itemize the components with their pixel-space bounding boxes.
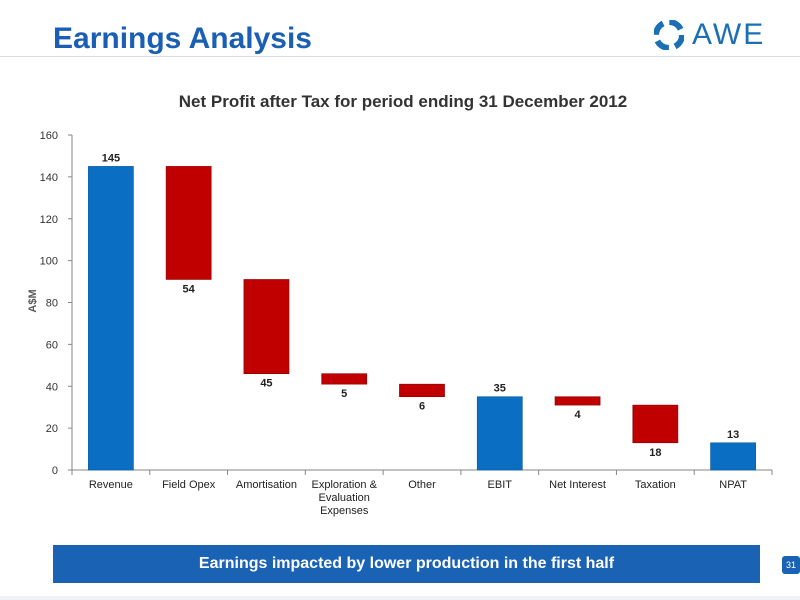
x-axis-labels: Revenue Field Opex Amortisation Exploration… bbox=[89, 479, 747, 517]
x-tick-label-line: Revenue bbox=[89, 479, 133, 491]
bar-group bbox=[88, 166, 756, 471]
x-tick-label-line: NPAT bbox=[719, 479, 747, 491]
x-axis-ticks bbox=[71, 470, 773, 475]
decrease-bar bbox=[321, 373, 368, 385]
decrease-bar bbox=[399, 383, 445, 398]
y-tick-label: 80 bbox=[46, 298, 58, 310]
waterfall-chart: Net Profit after Tax for period ending 3… bbox=[27, 92, 773, 517]
y-tick-label: 120 bbox=[40, 214, 58, 226]
chart-area: Net Profit after Tax for period ending 3… bbox=[0, 80, 800, 530]
decrease-bar bbox=[243, 279, 290, 374]
x-tick-label: Revenue bbox=[89, 479, 133, 491]
data-label: 18 bbox=[649, 447, 661, 459]
x-tick-label-line: Exploration & bbox=[312, 479, 378, 491]
x-tick-label: Net Interest bbox=[549, 479, 606, 491]
title-divider bbox=[0, 56, 800, 57]
data-label: 145 bbox=[102, 152, 120, 164]
x-tick-label-line: EBIT bbox=[488, 479, 513, 491]
x-tick-label: Exploration & Evaluation Expenses bbox=[312, 479, 378, 517]
x-tick-label-line: Taxation bbox=[635, 479, 676, 491]
decrease-bar bbox=[632, 404, 679, 444]
decrease-bar bbox=[554, 396, 601, 406]
data-labels: 145 54 45 5 6 35 4 18 13 bbox=[102, 152, 740, 458]
total-bar bbox=[476, 396, 523, 471]
y-tick-label: 140 bbox=[40, 172, 58, 184]
x-tick-label-line: Other bbox=[408, 479, 436, 491]
total-bar bbox=[710, 442, 756, 471]
page-number: 31 bbox=[782, 556, 800, 574]
y-tick-label: 100 bbox=[40, 256, 58, 268]
awe-logo-icon bbox=[654, 20, 684, 50]
footer-divider bbox=[0, 596, 800, 600]
data-label: 35 bbox=[494, 383, 506, 395]
x-tick-label: NPAT bbox=[719, 479, 747, 491]
y-tick-label: 160 bbox=[40, 130, 58, 142]
logo-text: AWE bbox=[692, 18, 766, 51]
company-logo: AWE bbox=[654, 18, 765, 52]
y-axis-label: A$M bbox=[27, 289, 39, 312]
x-tick-label: Other bbox=[408, 479, 436, 491]
data-label: 5 bbox=[341, 388, 347, 400]
y-tick-label: 60 bbox=[46, 339, 58, 351]
data-label: 6 bbox=[419, 401, 425, 413]
x-tick-label-line: Net Interest bbox=[549, 479, 606, 491]
x-tick-label: Field Opex bbox=[162, 479, 216, 491]
x-tick-label: Amortisation bbox=[236, 479, 297, 491]
data-label: 45 bbox=[260, 378, 272, 390]
total-bar bbox=[88, 166, 134, 471]
y-tick-label: 20 bbox=[46, 423, 58, 435]
x-tick-label-line: Evaluation bbox=[319, 492, 370, 504]
decrease-bar bbox=[165, 166, 212, 280]
data-label: 13 bbox=[727, 429, 739, 441]
data-label: 4 bbox=[574, 409, 581, 421]
x-tick-label-line: Expenses bbox=[320, 505, 369, 517]
y-tick-label: 0 bbox=[52, 465, 58, 477]
y-axis-ticks: 0 20 40 60 80 100 120 140 160 bbox=[40, 130, 72, 477]
summary-banner: Earnings impacted by lower production in… bbox=[53, 545, 760, 583]
x-tick-label: Taxation bbox=[635, 479, 676, 491]
banner-text: Earnings impacted by lower production in… bbox=[198, 555, 615, 572]
y-tick-label: 40 bbox=[46, 381, 58, 393]
page-title: Earnings Analysis bbox=[53, 22, 312, 55]
chart-title: Net Profit after Tax for period ending 3… bbox=[179, 92, 627, 111]
x-tick-label-line: Amortisation bbox=[236, 479, 297, 491]
x-tick-label-line: Field Opex bbox=[162, 479, 216, 491]
x-tick-label: EBIT bbox=[488, 479, 513, 491]
data-label: 54 bbox=[183, 283, 196, 295]
